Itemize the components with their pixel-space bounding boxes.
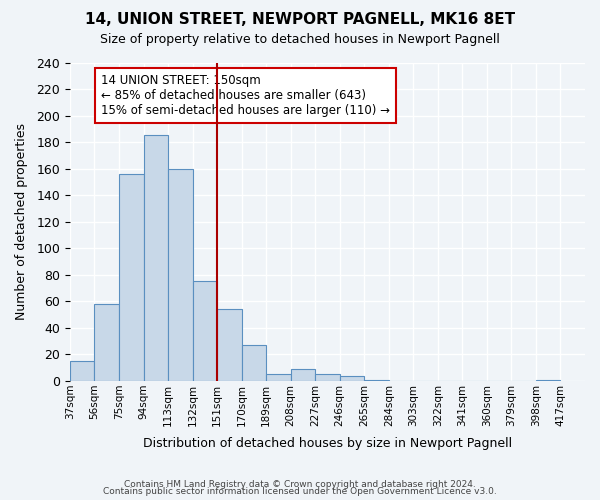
Bar [119, 174, 143, 381]
Text: Contains public sector information licensed under the Open Government Licence v3: Contains public sector information licen… [103, 487, 497, 496]
Bar [340, 376, 364, 381]
Text: 14, UNION STREET, NEWPORT PAGNELL, MK16 8ET: 14, UNION STREET, NEWPORT PAGNELL, MK16 … [85, 12, 515, 28]
Bar [70, 361, 94, 381]
Bar [536, 380, 560, 381]
Bar [143, 136, 168, 381]
Y-axis label: Number of detached properties: Number of detached properties [15, 123, 28, 320]
Bar [266, 374, 290, 381]
Text: 14 UNION STREET: 150sqm
← 85% of detached houses are smaller (643)
15% of semi-d: 14 UNION STREET: 150sqm ← 85% of detache… [101, 74, 390, 116]
Bar [168, 168, 193, 381]
Bar [364, 380, 389, 381]
Bar [193, 282, 217, 381]
Bar [217, 310, 242, 381]
Bar [315, 374, 340, 381]
Text: Contains HM Land Registry data © Crown copyright and database right 2024.: Contains HM Land Registry data © Crown c… [124, 480, 476, 489]
Bar [290, 369, 315, 381]
Bar [242, 345, 266, 381]
Bar [94, 304, 119, 381]
X-axis label: Distribution of detached houses by size in Newport Pagnell: Distribution of detached houses by size … [143, 437, 512, 450]
Text: Size of property relative to detached houses in Newport Pagnell: Size of property relative to detached ho… [100, 32, 500, 46]
